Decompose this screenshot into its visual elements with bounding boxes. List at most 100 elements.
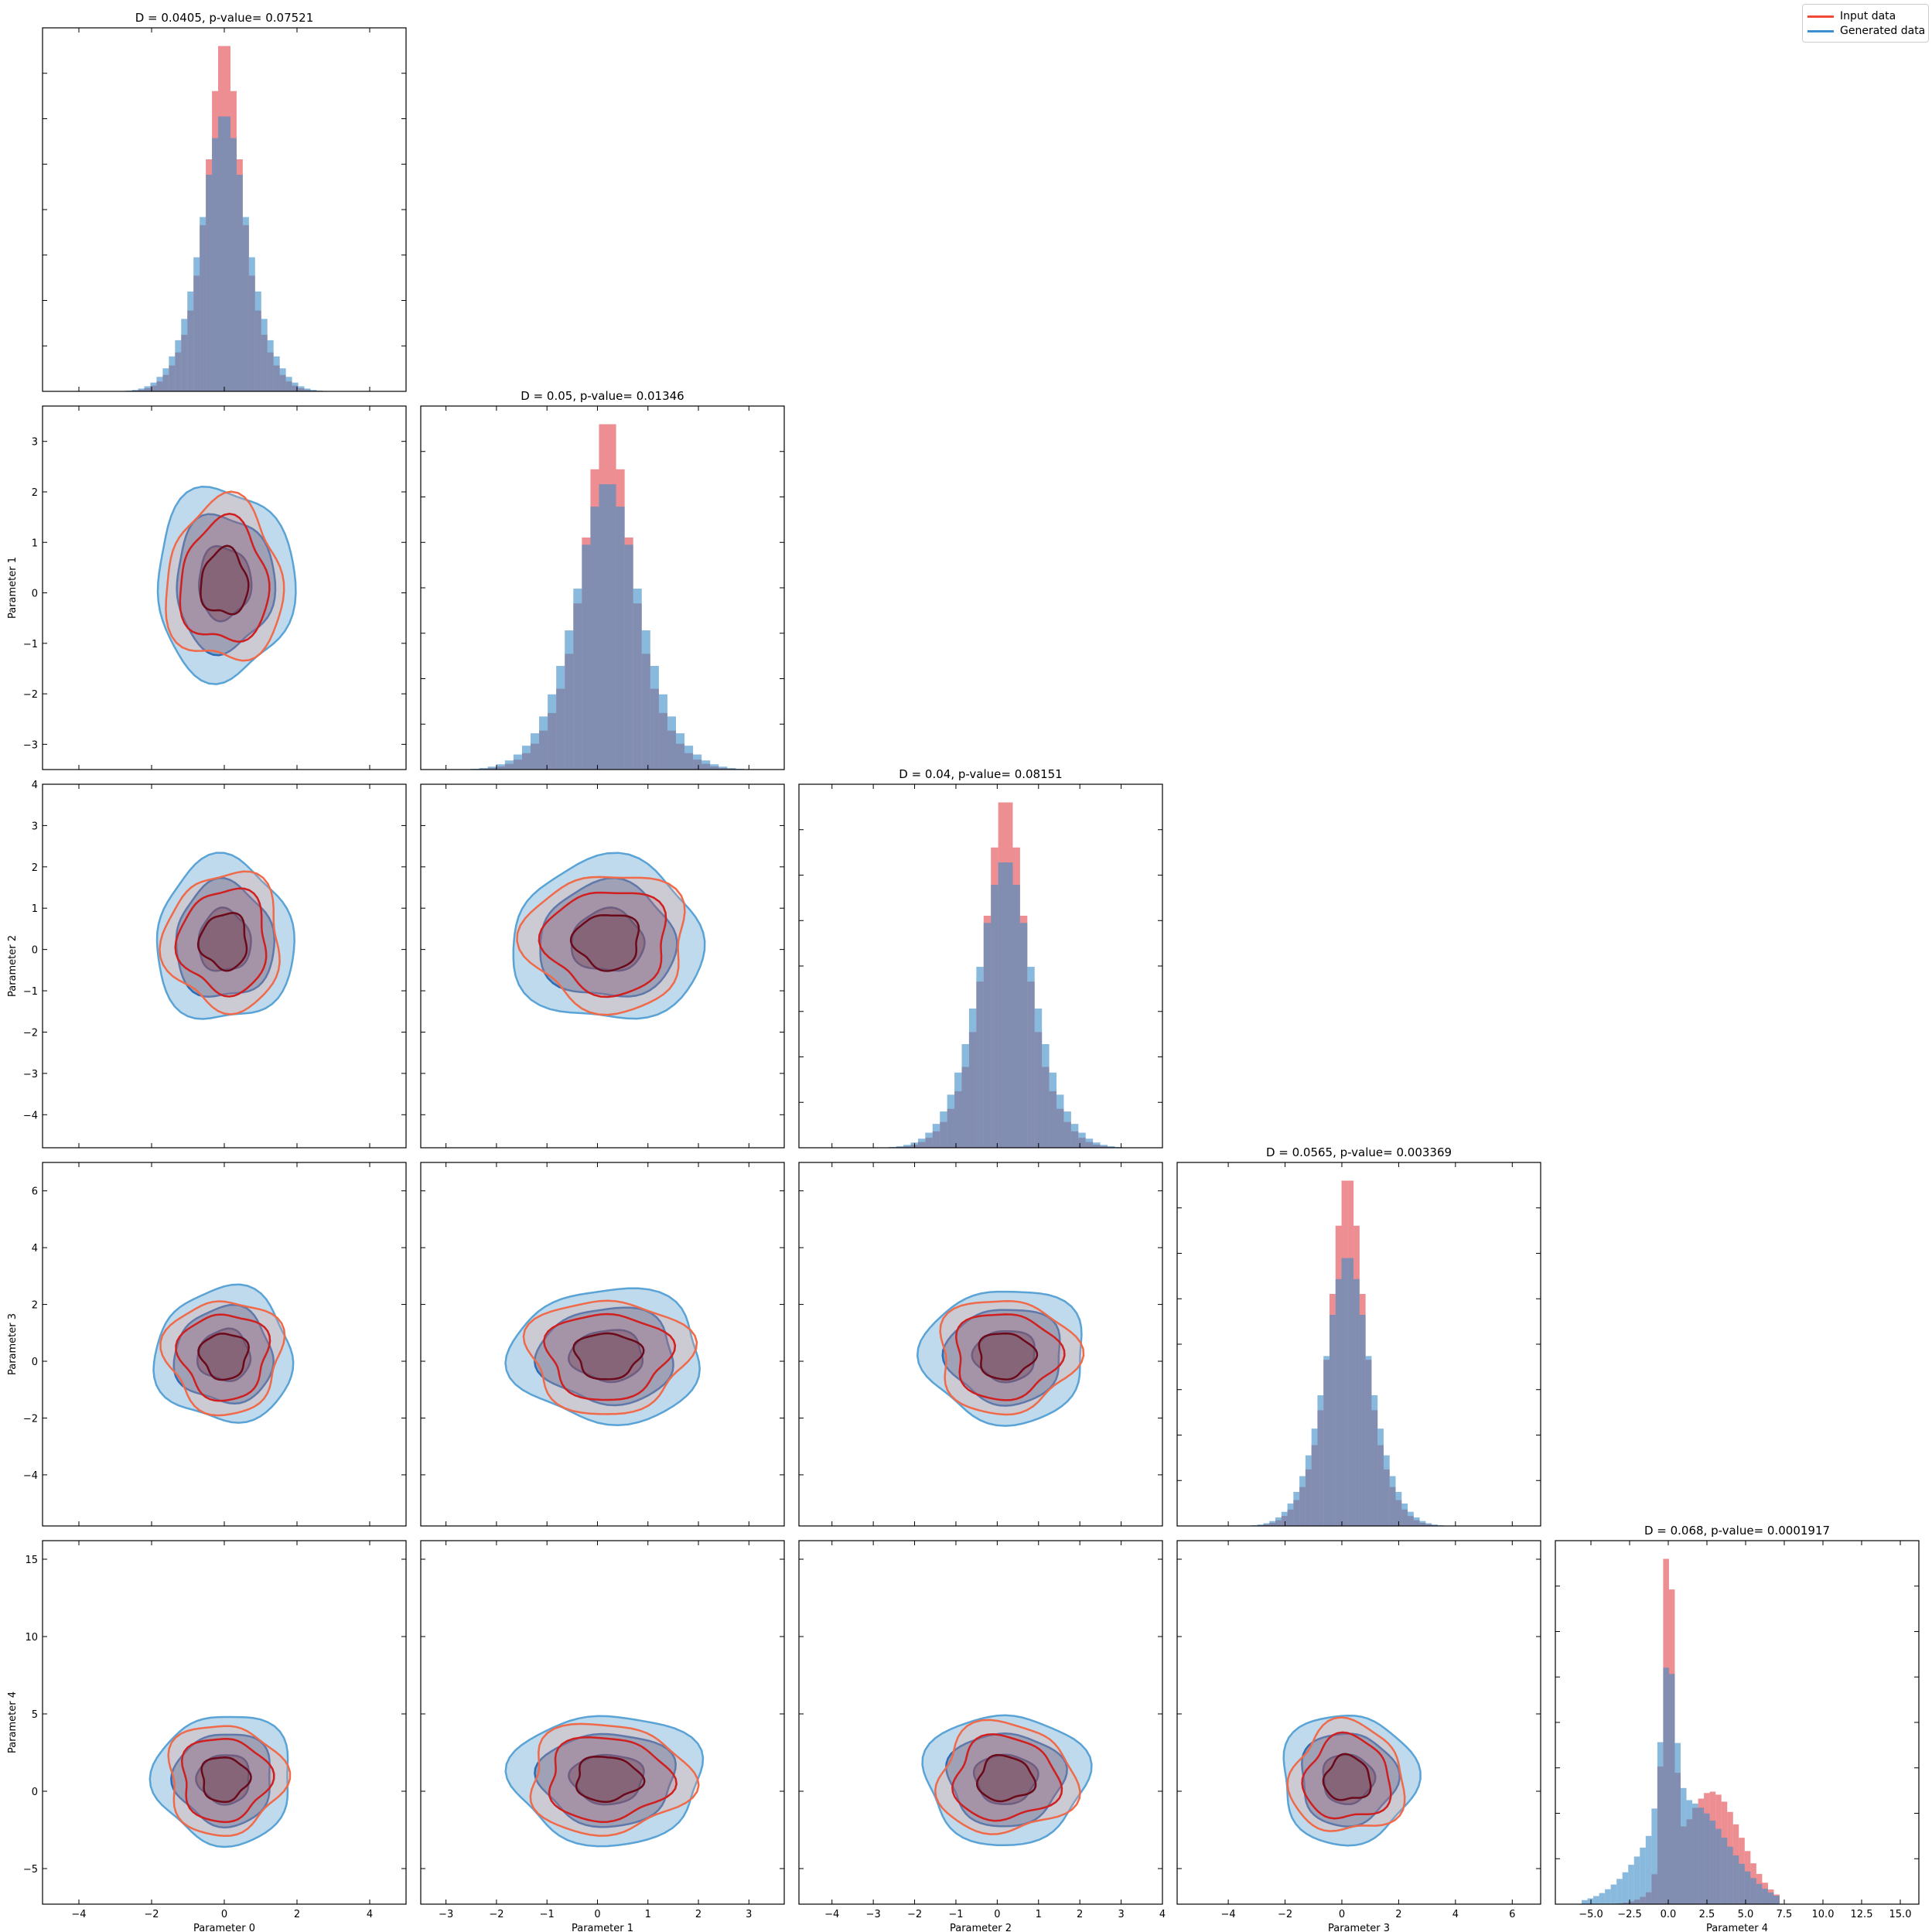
hist-bar-generated	[1323, 1356, 1330, 1526]
x-tick-label: 2	[1077, 1909, 1083, 1920]
y-axis-label: Parameter 4	[7, 1691, 19, 1753]
x-tick-label: −5.0	[1579, 1909, 1603, 1920]
hist-bar-generated	[1329, 1315, 1336, 1526]
x-tick-label: 4	[1159, 1909, 1166, 1920]
contour-generated-68%	[570, 906, 646, 972]
hist-bar-generated	[1628, 1865, 1634, 1904]
hist-bar-generated	[624, 544, 633, 770]
y-tick-label: 15	[25, 1555, 38, 1566]
y-tick-label: 0	[32, 945, 38, 957]
legend: Input data Generated data	[1802, 4, 1929, 43]
hist-bar-generated	[248, 257, 255, 391]
hist-bar-generated	[693, 754, 702, 770]
hist-bar-generated	[162, 368, 169, 391]
y-tick-label: 1	[32, 903, 38, 915]
hist-bar-generated	[1692, 1803, 1698, 1904]
contour-input-99%	[159, 1300, 286, 1417]
x-tick-label: −1	[948, 1909, 963, 1920]
hist-bar-generated	[292, 382, 299, 391]
hist-bar-generated	[1395, 1491, 1402, 1526]
hist-bar-generated	[1042, 1043, 1050, 1148]
hist-bar-generated	[1341, 1258, 1348, 1526]
hist-bar-generated	[521, 746, 531, 770]
y-tick-label: 3	[32, 821, 38, 832]
hist-bar-generated	[896, 1146, 904, 1148]
contour-input-95%	[951, 1733, 1063, 1822]
legend-entry-input: Input data	[1807, 9, 1896, 23]
panel-frame	[798, 1540, 1163, 1905]
contour-input-99%	[165, 490, 285, 662]
hist-bar-generated	[273, 356, 280, 391]
hist-bar-generated	[701, 760, 711, 770]
x-tick-label: 12.5	[1851, 1909, 1873, 1920]
hist-bar-generated	[1281, 1511, 1288, 1526]
y-tick-label: 0	[32, 589, 38, 600]
y-tick-label: 10	[25, 1632, 38, 1644]
x-tick-label: −4	[71, 1909, 86, 1920]
hist-bar-generated	[187, 291, 194, 391]
hist-bar-generated	[224, 116, 230, 391]
x-tick-label: 0.0	[1661, 1909, 1677, 1920]
hist-bar-generated	[1317, 1395, 1324, 1526]
legend-swatch-input	[1807, 15, 1834, 18]
x-tick-label: 0	[994, 1909, 1000, 1920]
hist-bar-generated	[925, 1132, 933, 1148]
hist-bar-generated	[1756, 1883, 1763, 1904]
hist-bar-generated	[1359, 1315, 1366, 1526]
x-tick-label: 1	[1036, 1909, 1042, 1920]
contour-input-95%	[174, 887, 268, 998]
x-tick-label: 2	[695, 1909, 701, 1920]
hist-bar-generated	[1049, 1072, 1057, 1148]
x-tick-label: 0	[221, 1909, 227, 1920]
hist-bar-generated	[1019, 923, 1028, 1148]
hist-bar-generated	[556, 665, 565, 770]
hist-bar-generated	[193, 257, 200, 391]
y-tick-label: 1	[32, 538, 38, 549]
y-tick-label: −1	[23, 986, 38, 998]
hist-bar-generated	[1610, 1884, 1617, 1904]
hist-bar-generated	[1721, 1838, 1728, 1904]
hist-bar-generated	[940, 1111, 947, 1148]
hist-bar-generated	[181, 319, 188, 391]
y-tick-label: 5	[32, 1709, 38, 1721]
contour-panel-3-0	[42, 1162, 407, 1527]
hist-bar-generated	[1605, 1889, 1611, 1904]
hist-bar-generated	[1413, 1517, 1420, 1526]
hist-bar-generated	[131, 390, 138, 391]
hist-bar-generated	[1070, 1124, 1079, 1148]
contour-input-95%	[1301, 1731, 1392, 1820]
contour-generated-68%	[196, 1327, 252, 1383]
hist-bar-generated	[242, 217, 249, 391]
y-tick-label: 4	[32, 1243, 38, 1254]
hist-bar-generated	[998, 862, 1006, 1148]
hist-bar-generated	[1674, 1743, 1681, 1904]
hist-bar-generated	[539, 716, 548, 770]
x-tick-label: −4	[1221, 1909, 1236, 1920]
contour-panel-4-1	[420, 1540, 785, 1905]
hist-bar-generated	[1762, 1889, 1768, 1904]
x-tick-label: −1	[540, 1909, 555, 1920]
hist-bar-generated	[1732, 1855, 1739, 1904]
hist-bar-generated	[947, 1094, 955, 1148]
contour-panel-2-1	[420, 783, 785, 1149]
y-tick-label: 0	[32, 1357, 38, 1368]
contour-input-95%	[180, 1738, 275, 1824]
hist-bar-generated	[261, 319, 268, 391]
hist-bar-generated	[1005, 862, 1013, 1148]
hist-bar-generated	[236, 174, 243, 391]
y-tick-label: −4	[23, 1470, 38, 1482]
hist-bar-generated	[1408, 1511, 1414, 1526]
contour-generated-68%	[971, 1330, 1036, 1384]
hist-bar-generated	[504, 760, 514, 770]
hist-bar-generated	[1085, 1138, 1094, 1148]
contour-input-99%	[159, 870, 281, 1015]
hist-bar-generated	[599, 484, 608, 770]
hist-bar-generated	[917, 1138, 926, 1148]
contour-input-95%	[543, 1312, 677, 1401]
contour-input-99%	[167, 1725, 292, 1838]
hist-bar-generated	[633, 589, 642, 770]
y-tick-label: 0	[32, 1787, 38, 1798]
hist-bar-generated	[667, 716, 676, 770]
x-tick-label: 1	[645, 1909, 651, 1920]
x-tick-label: 2	[294, 1909, 300, 1920]
